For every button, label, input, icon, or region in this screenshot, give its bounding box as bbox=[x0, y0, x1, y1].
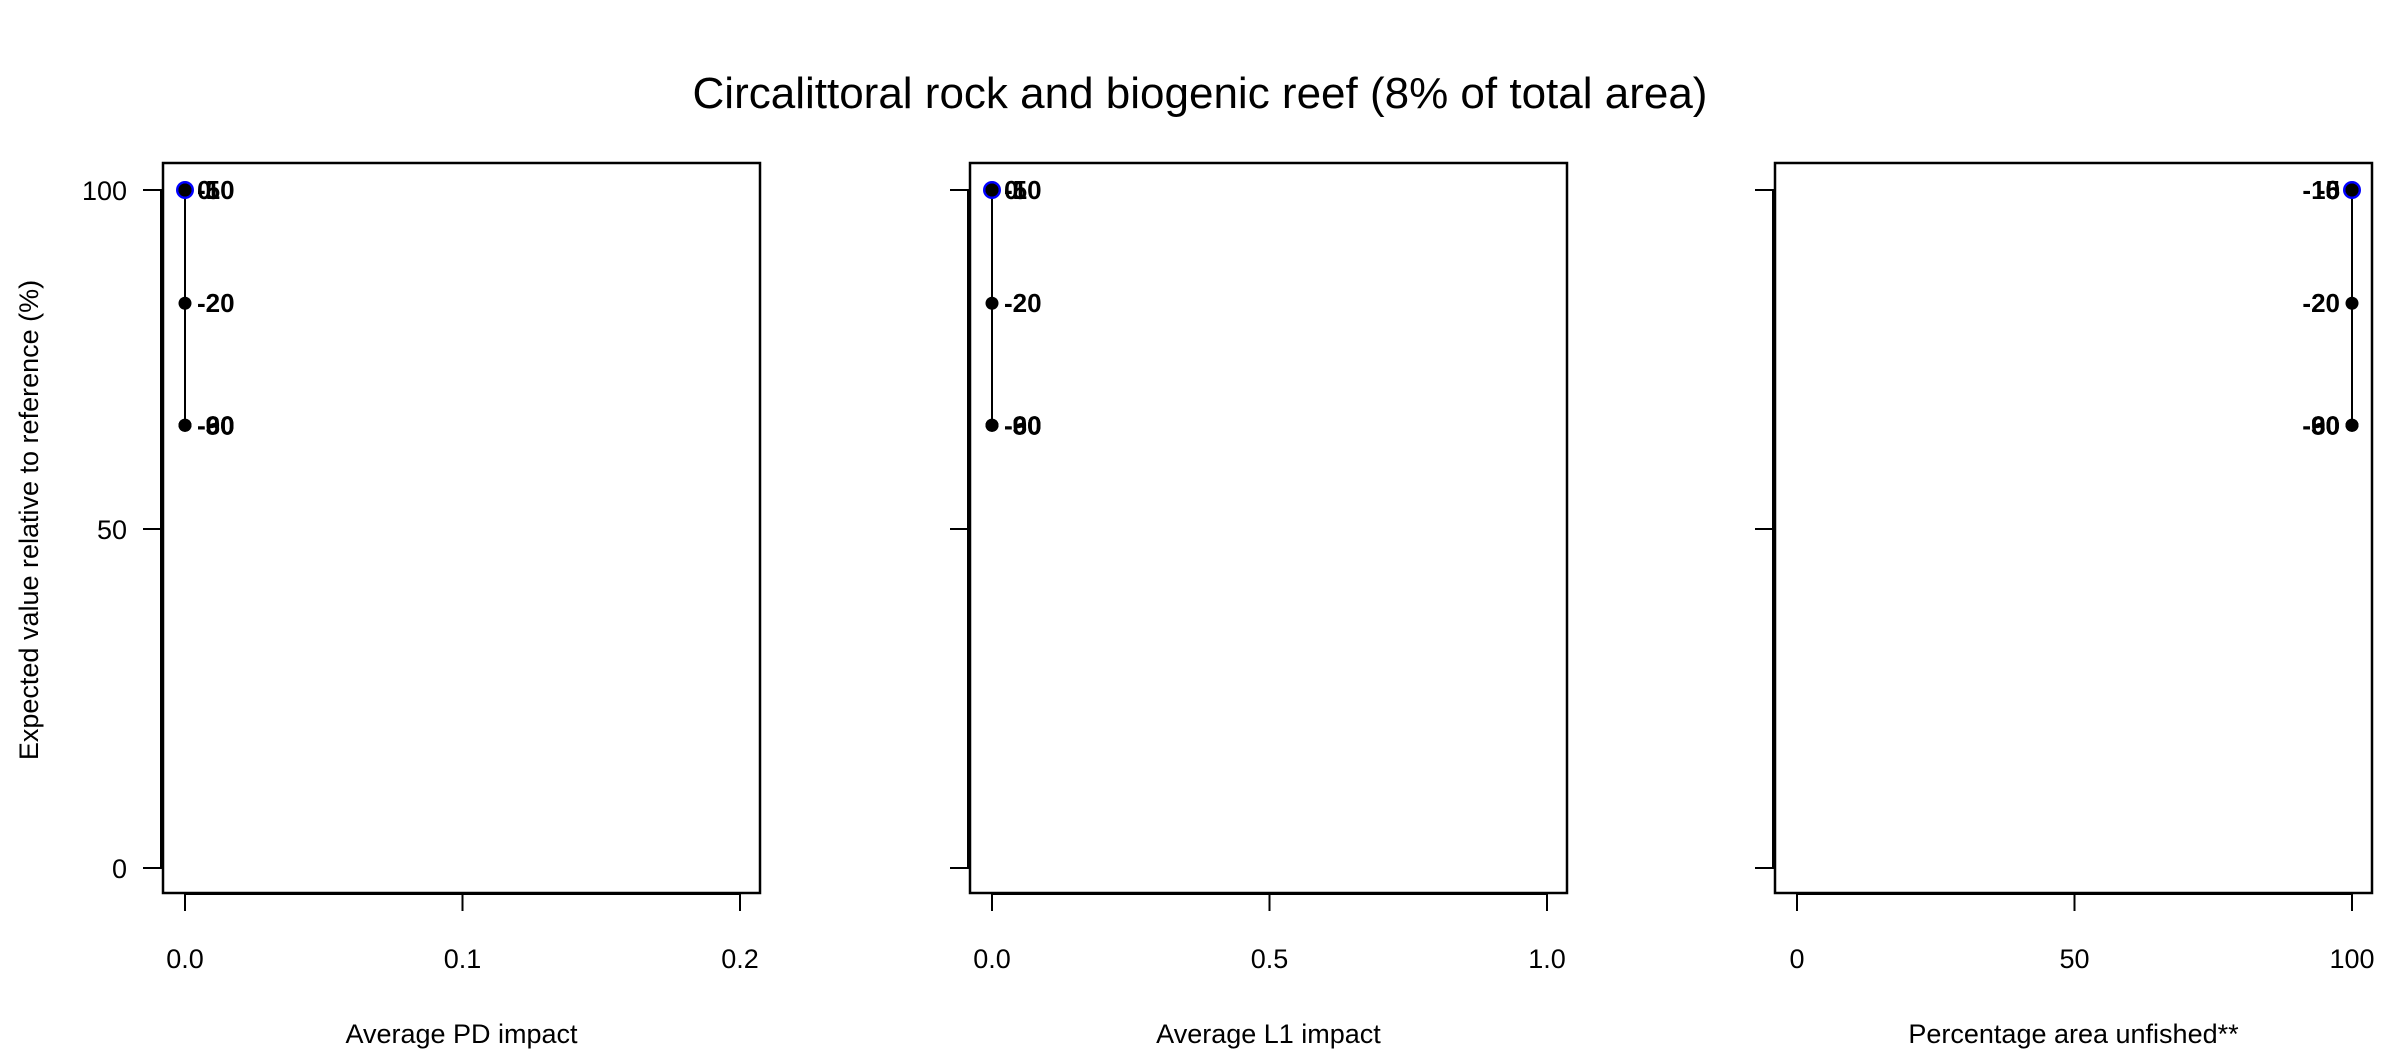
point-label: -10 bbox=[2302, 175, 2340, 205]
point-label: -20 bbox=[2302, 288, 2340, 318]
x-tick-label: 0.2 bbox=[721, 944, 759, 974]
data-point bbox=[178, 183, 192, 197]
x-tick-label: 0.0 bbox=[973, 944, 1011, 974]
plot-frame bbox=[968, 161, 1569, 895]
point-label: -60 bbox=[2302, 410, 2340, 440]
x-tick-label: 0.1 bbox=[444, 944, 482, 974]
point-label: -90 bbox=[2302, 410, 2340, 440]
data-point bbox=[178, 296, 192, 310]
point-label: -60 bbox=[197, 410, 235, 440]
x-tick-label: 0.0 bbox=[166, 944, 204, 974]
data-point bbox=[985, 296, 999, 310]
panel-2: 0.0 0.5 1.0 Average L1 impact 0-5-10 -20 -30-6… bbox=[950, 161, 1569, 1049]
point-label: -30 bbox=[197, 410, 235, 440]
data-point bbox=[2345, 183, 2359, 197]
x-tick-label: 0.5 bbox=[1251, 944, 1289, 974]
y-tick-label: 50 bbox=[97, 515, 127, 545]
point-label: -5 bbox=[1004, 175, 1027, 205]
point-label: -10 bbox=[197, 175, 235, 205]
point-label: -90 bbox=[197, 410, 235, 440]
y-tick-label: 100 bbox=[82, 176, 127, 206]
x-tick-label: 100 bbox=[2329, 944, 2374, 974]
point-label: -10 bbox=[1004, 175, 1042, 205]
data-point bbox=[2345, 418, 2359, 432]
x-axis-label: Percentage area unfished** bbox=[1908, 1019, 2239, 1049]
x-tick-label: 50 bbox=[2059, 944, 2089, 974]
x-axis-label: Average PD impact bbox=[345, 1019, 578, 1049]
x-axis-label: Average L1 impact bbox=[1156, 1019, 1381, 1049]
point-label: 0 bbox=[197, 175, 211, 205]
point-label: 0 bbox=[2326, 175, 2340, 205]
data-point bbox=[2345, 296, 2359, 310]
chart-title: Circalittoral rock and biogenic reef (8%… bbox=[693, 69, 1708, 118]
data-point bbox=[985, 183, 999, 197]
point-label: -20 bbox=[1004, 288, 1042, 318]
data-point bbox=[985, 418, 999, 432]
point-label: -5 bbox=[197, 175, 220, 205]
point-label: 0 bbox=[1004, 175, 1018, 205]
point-label: -90 bbox=[1004, 410, 1042, 440]
y-axis-label: Expected value relative to reference (%) bbox=[14, 280, 44, 760]
y-tick-label: 0 bbox=[112, 854, 127, 884]
point-label: -20 bbox=[197, 288, 235, 318]
point-label: -5 bbox=[2317, 175, 2340, 205]
point-label: -30 bbox=[1004, 410, 1042, 440]
plot-frame bbox=[1773, 161, 2374, 895]
x-tick-label: 1.0 bbox=[1528, 944, 1566, 974]
point-label: -30 bbox=[2302, 410, 2340, 440]
plot-frame bbox=[161, 161, 762, 895]
data-point bbox=[178, 418, 192, 432]
point-label: -60 bbox=[1004, 410, 1042, 440]
x-tick-label: 0 bbox=[1789, 944, 1804, 974]
